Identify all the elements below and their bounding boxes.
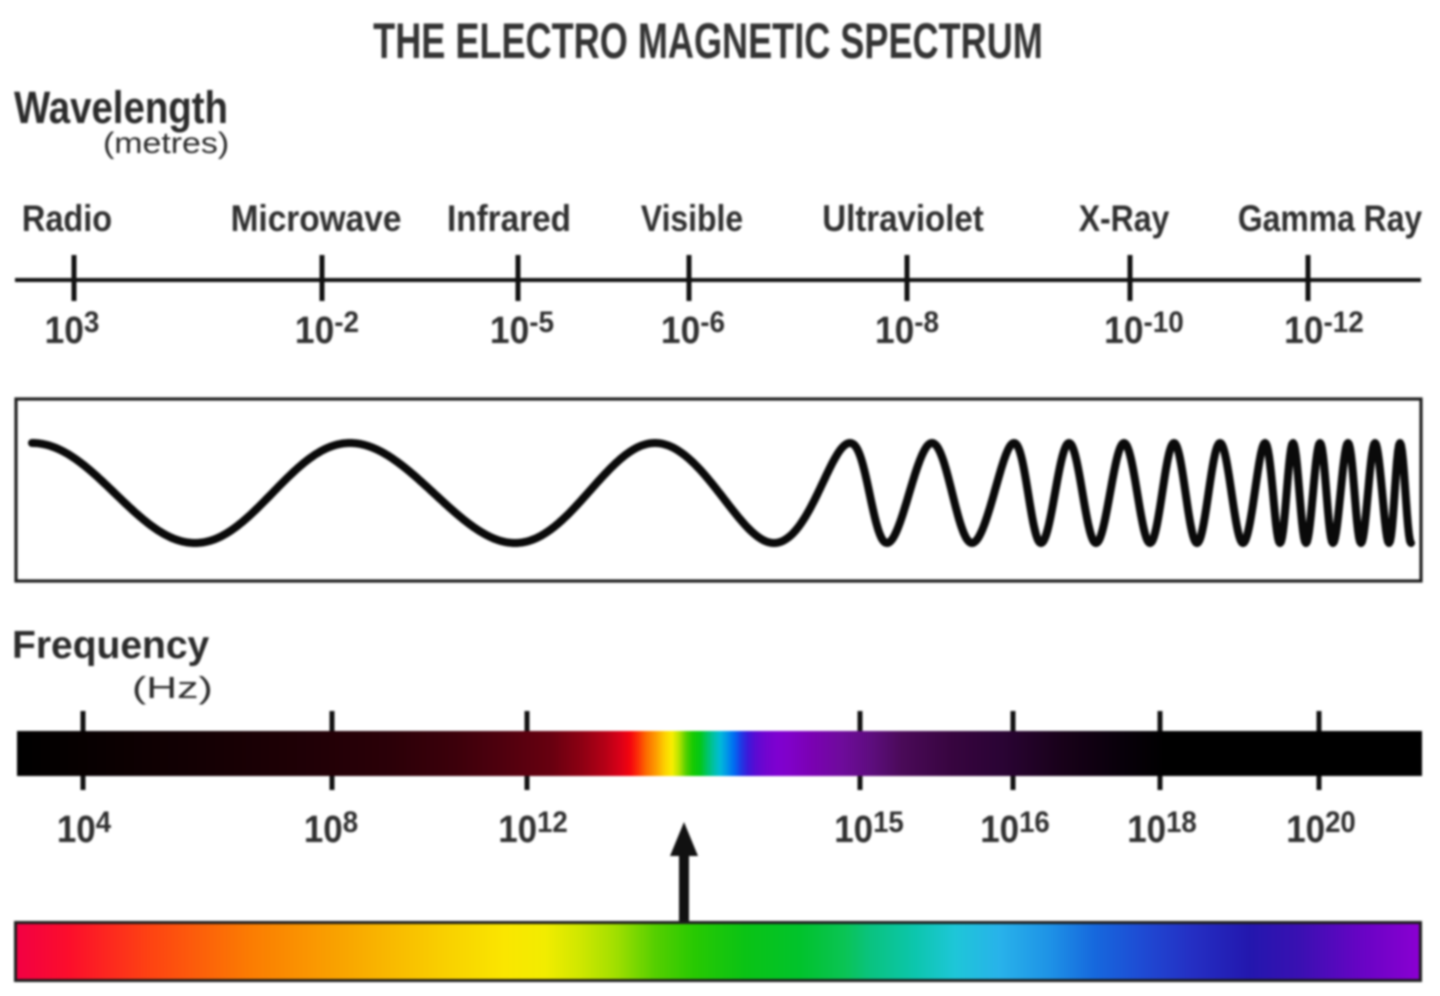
svg-text:Microwave: Microwave: [231, 198, 402, 239]
svg-text:10-5: 10-5: [490, 306, 554, 351]
svg-text:THE ELECTRO MAGNETIC SPECTRUM: THE ELECTRO MAGNETIC SPECTRUM: [373, 14, 1043, 69]
svg-text:1012: 1012: [498, 806, 568, 850]
svg-text:1020: 1020: [1286, 806, 1356, 850]
svg-text:1016: 1016: [980, 806, 1050, 850]
svg-text:Infrared: Infrared: [447, 198, 571, 239]
svg-text:10-8: 10-8: [875, 306, 939, 351]
svg-text:1015: 1015: [834, 806, 904, 850]
svg-text:(Hz): (Hz): [132, 670, 213, 705]
svg-text:103: 103: [45, 306, 100, 351]
svg-text:(metres): (metres): [103, 126, 229, 160]
svg-text:108: 108: [304, 806, 358, 850]
svg-text:X-Ray: X-Ray: [1079, 199, 1170, 240]
svg-text:Visible: Visible: [641, 199, 743, 240]
svg-text:10-2: 10-2: [295, 306, 359, 351]
svg-text:Wavelength: Wavelength: [14, 82, 228, 133]
svg-text:Gamma Ray: Gamma Ray: [1238, 199, 1423, 240]
svg-text:1018: 1018: [1127, 806, 1197, 850]
svg-text:10-12: 10-12: [1284, 306, 1364, 351]
svg-text:Ultraviolet: Ultraviolet: [822, 198, 984, 239]
svg-text:Radio: Radio: [22, 198, 112, 239]
svg-text:10-6: 10-6: [661, 306, 725, 351]
svg-text:104: 104: [57, 806, 111, 850]
svg-text:10-10: 10-10: [1104, 306, 1184, 351]
svg-text:Frequency: Frequency: [12, 624, 210, 667]
